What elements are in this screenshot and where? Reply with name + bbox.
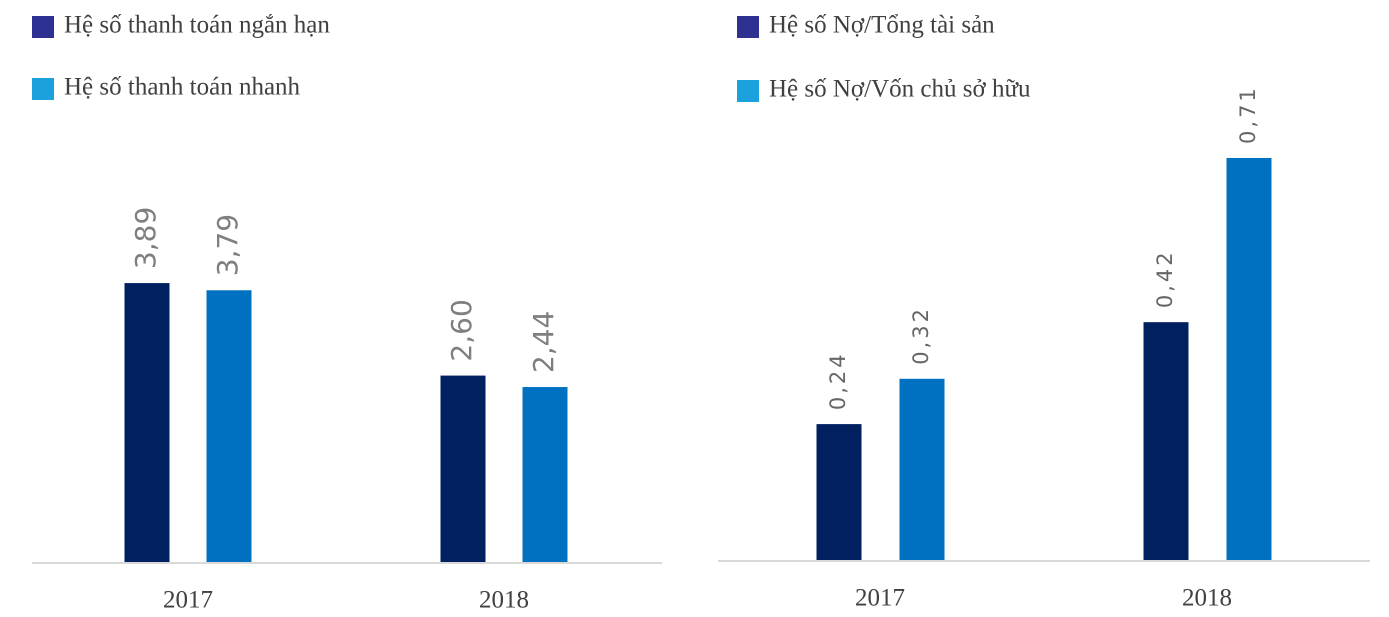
value-label: 0,71 (1236, 85, 1260, 144)
bar (1226, 157, 1272, 560)
value-label: 0,42 (1153, 249, 1177, 308)
bar (124, 283, 170, 562)
legend-swatch (737, 80, 759, 102)
bar (440, 375, 486, 562)
value-label: 2,60 (445, 299, 478, 361)
legend-label: Hệ số Nợ/Vốn chủ sở hữu (769, 76, 1031, 103)
x-tick-label: 2018 (1182, 585, 1232, 612)
value-label: 0,24 (826, 351, 850, 410)
value-label: 3,79 (211, 214, 244, 276)
x-tick-label: 2017 (855, 585, 905, 612)
legend-swatch (32, 78, 54, 100)
x-tick-label: 2017 (163, 587, 213, 614)
legend-swatch (32, 16, 54, 38)
bar (899, 378, 945, 560)
bar (816, 424, 862, 560)
legend-label: Hệ số Nợ/Tổng tài sản (769, 12, 995, 39)
legend-swatch (737, 16, 759, 38)
value-label: 2,44 (527, 311, 560, 373)
value-label: 0,32 (909, 306, 933, 365)
legend-label: Hệ số thanh toán nhanh (64, 74, 301, 101)
bar (206, 290, 252, 562)
legend-label: Hệ số thanh toán ngắn hạn (64, 12, 330, 39)
x-tick-label: 2018 (479, 587, 529, 614)
bar (1143, 322, 1189, 560)
value-label: 3,89 (129, 207, 162, 269)
bar (522, 387, 568, 562)
